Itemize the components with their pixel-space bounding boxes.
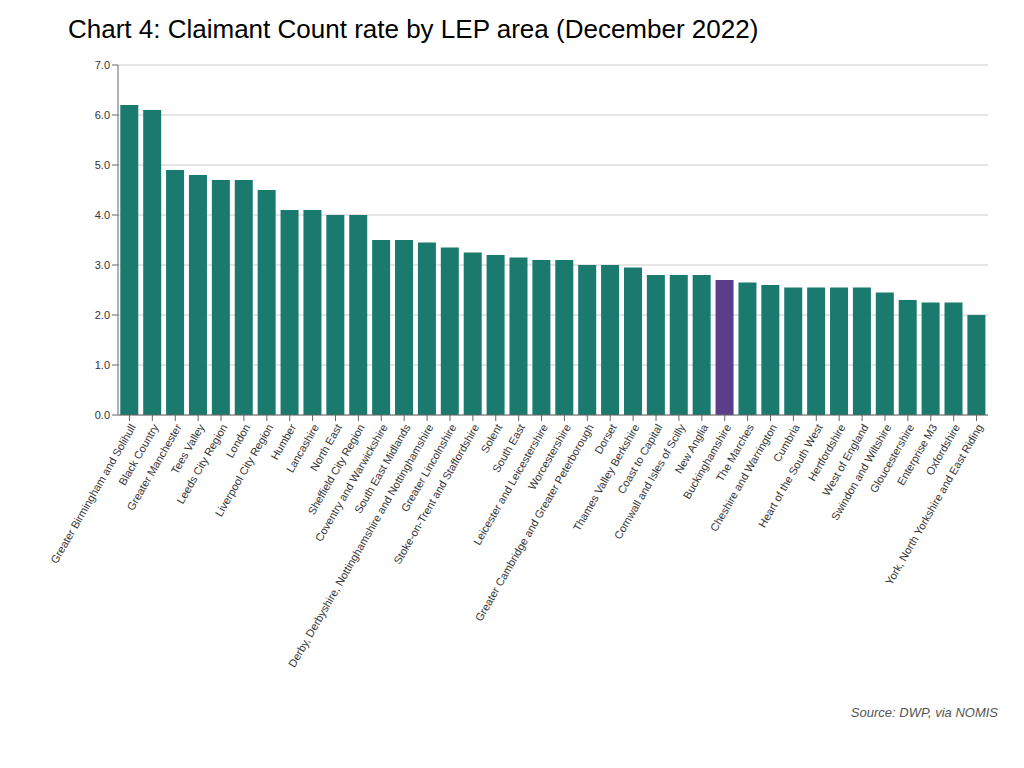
svg-text:New Anglia: New Anglia [672, 421, 711, 476]
svg-text:Leeds City Region: Leeds City Region [174, 422, 229, 506]
svg-text:West of England: West of England [819, 421, 871, 498]
svg-text:Coventry and Warwickshire: Coventry and Warwickshire [312, 421, 390, 544]
svg-text:York, North Yorkshire and East: York, North Yorkshire and East Riding [883, 422, 985, 587]
svg-text:Tees Valley: Tees Valley [168, 421, 207, 476]
svg-text:Stoke-on-Trent and Staffordshi: Stoke-on-Trent and Staffordshire [391, 422, 481, 566]
svg-text:Humber: Humber [268, 421, 299, 462]
svg-text:Sheffield City Region: Sheffield City Region [305, 421, 367, 517]
svg-text:Greater Lincolnshire: Greater Lincolnshire [398, 421, 459, 514]
svg-text:Swindon and Wiltshire: Swindon and Wiltshire [828, 421, 894, 523]
svg-text:South East: South East [489, 421, 528, 475]
svg-text:Cornwall and Isles of Scilly: Cornwall and Isles of Scilly [612, 421, 688, 541]
svg-text:The Marches: The Marches [713, 421, 757, 484]
svg-text:Solent: Solent [478, 421, 505, 455]
svg-text:London: London [223, 421, 253, 460]
svg-text:Buckinghamshire: Buckinghamshire [680, 421, 734, 501]
svg-text:North East: North East [307, 421, 344, 473]
svg-text:Heart of the South West: Heart of the South West [755, 421, 825, 530]
svg-text:Hertfordshire: Hertfordshire [805, 421, 848, 483]
svg-text:0.0: 0.0 [95, 409, 110, 421]
html-text:Source: DWP, via NOMIS: Source: DWP, via NOMIS [850, 705, 998, 720]
svg-text:Dorset: Dorset [592, 421, 619, 456]
svg-text:6.0: 6.0 [95, 109, 110, 121]
svg-text:Greater Birmingham and Solihul: Greater Birmingham and Solihull [48, 422, 138, 566]
svg-text:Cumbria: Cumbria [770, 421, 802, 464]
html-text:Chart 4: Claimant Count rate b: Chart 4: Claimant Count rate by LEP area… [68, 14, 759, 44]
svg-text:Coast to Capital: Coast to Capital [615, 421, 665, 496]
svg-text:4.0: 4.0 [95, 209, 110, 221]
svg-text:Greater Manchester: Greater Manchester [124, 421, 184, 513]
svg-text:Worcestershire: Worcestershire [525, 421, 573, 492]
svg-text:Thames Valley Berkshire: Thames Valley Berkshire [570, 421, 642, 534]
svg-text:Gloucestershire: Gloucestershire [867, 421, 917, 495]
svg-text:Greater Cambridge and Greater: Greater Cambridge and Greater Peterborou… [472, 421, 596, 624]
svg-text:Black Country: Black Country [116, 421, 161, 488]
svg-text:Enterprise M3: Enterprise M3 [894, 421, 940, 488]
svg-text:5.0: 5.0 [95, 159, 110, 171]
svg-text:7.0: 7.0 [95, 59, 110, 71]
svg-text:Lancashire: Lancashire [283, 421, 322, 475]
svg-text:South East Midlands: South East Midlands [351, 421, 413, 516]
svg-text:1.0: 1.0 [95, 359, 110, 371]
svg-text:3.0: 3.0 [95, 259, 110, 271]
svg-text:Derby, Derbyshire, Nottinghams: Derby, Derbyshire, Nottinghamshire and N… [285, 421, 436, 670]
svg-text:Oxfordshire: Oxfordshire [923, 421, 963, 478]
svg-text:2.0: 2.0 [95, 309, 110, 321]
svg-text:Leicester and Leicestershire: Leicester and Leicestershire [470, 421, 550, 548]
svg-text:Liverpool City Region: Liverpool City Region [213, 422, 276, 519]
svg-text:Cheshire and Warrington: Cheshire and Warrington [707, 421, 779, 534]
